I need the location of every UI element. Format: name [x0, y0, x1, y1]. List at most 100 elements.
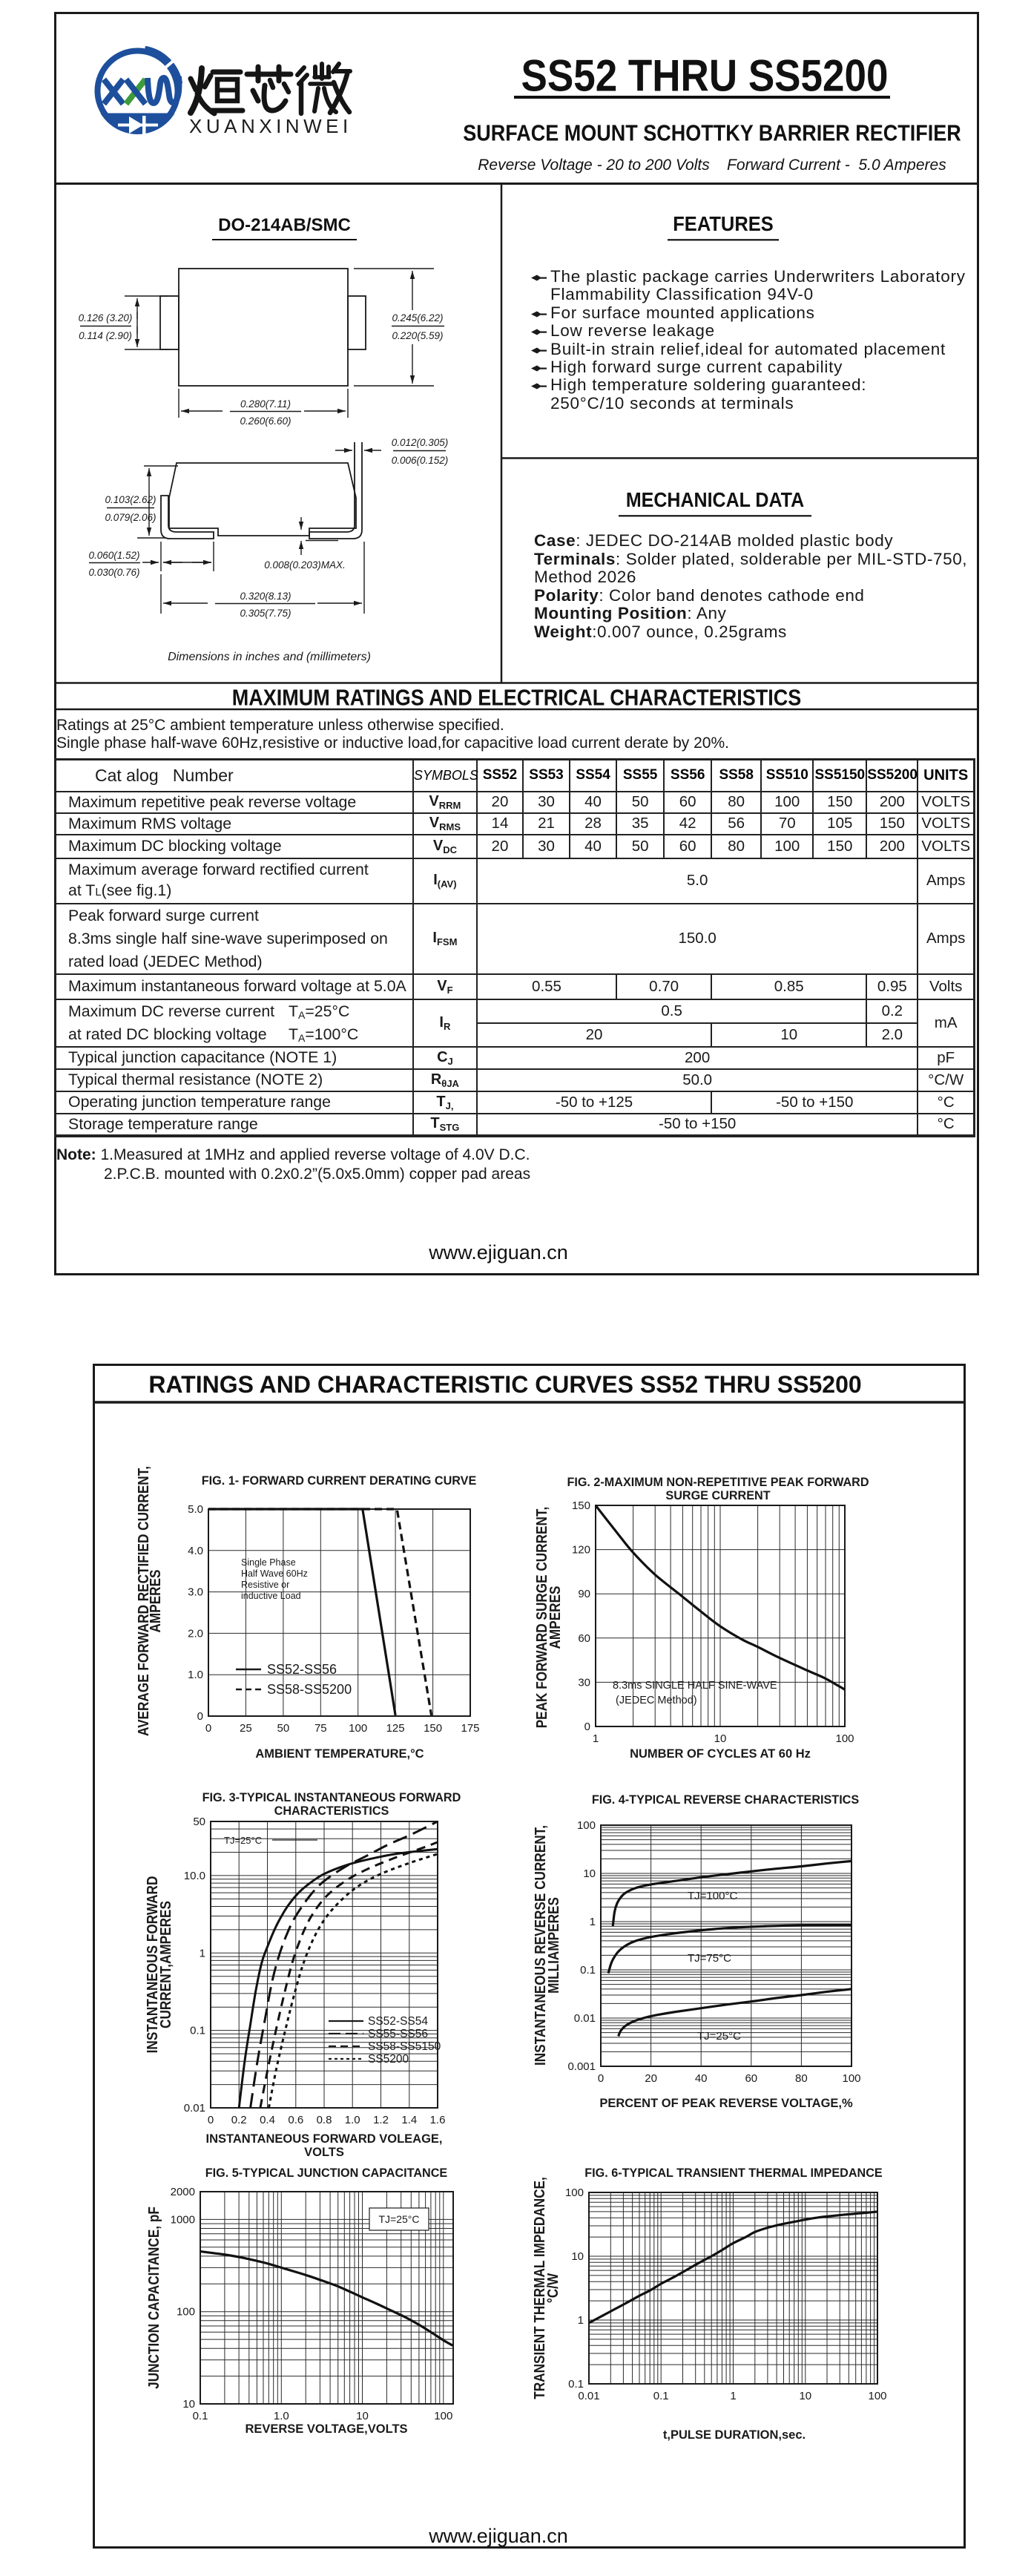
svg-text:FIG. 4-TYPICAL REVERSE CHARACT: FIG. 4-TYPICAL REVERSE CHARACTERISTICS: [592, 1793, 860, 1807]
svg-text:0: 0: [598, 2072, 604, 2085]
svg-text:0.126 (3.20): 0.126 (3.20): [79, 312, 133, 323]
svg-text:125: 125: [386, 1722, 405, 1735]
svg-text:1: 1: [200, 1947, 205, 1959]
svg-text:80: 80: [795, 2072, 808, 2085]
svg-text:0.012(0.305): 0.012(0.305): [392, 437, 449, 448]
svg-text:1.0: 1.0: [274, 2410, 289, 2422]
svg-text:0.305(7.75): 0.305(7.75): [240, 608, 291, 619]
svg-text:1: 1: [730, 2390, 736, 2402]
svg-text:TJ=100°C: TJ=100°C: [688, 1890, 737, 1902]
svg-text:0.245(6.22): 0.245(6.22): [392, 312, 443, 323]
svg-text:100: 100: [835, 1732, 854, 1745]
svg-text:FIG. 3-TYPICAL INSTANTANEOUS F: FIG. 3-TYPICAL INSTANTANEOUS FORWARD: [202, 1791, 461, 1804]
svg-text:FIG. 5-TYPICAL JUNCTION CAPACI: FIG. 5-TYPICAL JUNCTION CAPACITANCE: [205, 2166, 448, 2180]
svg-text:20: 20: [645, 2072, 657, 2085]
svg-text:Resistive or: Resistive or: [241, 1580, 289, 1590]
svg-text:0.6: 0.6: [288, 2114, 303, 2126]
svg-text:10: 10: [799, 2390, 811, 2402]
svg-text:CHARACTERISTICS: CHARACTERISTICS: [274, 1804, 389, 1818]
svg-text:100: 100: [434, 2410, 452, 2422]
svg-text:0.006(0.152): 0.006(0.152): [392, 455, 449, 466]
svg-text:FIG. 2-MAXIMUM NON-REPETITIVE: FIG. 2-MAXIMUM NON-REPETITIVE PEAK FORWA…: [567, 1476, 869, 1489]
svg-text:JUNCTION CAPACITANCE, pF: JUNCTION CAPACITANCE, pF: [146, 2207, 163, 2389]
svg-text:(JEDEC Method): (JEDEC Method): [616, 1695, 697, 1706]
svg-text:Single Phase: Single Phase: [241, 1557, 296, 1568]
svg-text:2000: 2000: [171, 2186, 195, 2198]
svg-text:10: 10: [182, 2398, 195, 2411]
svg-text:0.030(0.76): 0.030(0.76): [88, 567, 139, 578]
svg-text:100: 100: [349, 1722, 367, 1735]
svg-text:60: 60: [745, 2072, 757, 2085]
svg-text:SS5200: SS5200: [368, 2053, 409, 2066]
svg-text:FIG. 6-TYPICAL TRANSIENT THERM: FIG. 6-TYPICAL TRANSIENT THERMAL IMPEDAN…: [584, 2166, 883, 2180]
svg-text:150: 150: [572, 1499, 590, 1512]
svg-text:0.008(0.203)MAX.: 0.008(0.203)MAX.: [264, 559, 346, 571]
svg-text:SS55-SS56: SS55-SS56: [368, 2028, 428, 2040]
svg-text:AMBIENT TEMPERATURE,°C: AMBIENT TEMPERATURE,°C: [255, 1747, 424, 1761]
svg-text:CURRENT,AMPERES: CURRENT,AMPERES: [158, 1901, 175, 2028]
svg-text:INSTANTANEOUS FORWARD VOLEAGE,: INSTANTANEOUS FORWARD VOLEAGE,: [205, 2132, 442, 2146]
svg-text:1.6: 1.6: [430, 2114, 446, 2126]
svg-text:REVERSE VOLTAGE,VOLTS: REVERSE VOLTAGE,VOLTS: [245, 2422, 407, 2436]
svg-text:1: 1: [593, 1732, 599, 1745]
svg-text:SURGE CURRENT: SURGE CURRENT: [665, 1489, 770, 1502]
svg-text:MILLIAMPERES: MILLIAMPERES: [546, 1897, 563, 1994]
svg-text:AVERAGE FORWARD RECTIFIED CURR: AVERAGE FORWARD RECTIFIED CURRENT,: [136, 1466, 153, 1736]
svg-text:4.0: 4.0: [188, 1545, 203, 1557]
svg-text:10.0: 10.0: [184, 1870, 205, 1882]
svg-text:NUMBER OF CYCLES AT 60 Hz: NUMBER OF CYCLES AT 60 Hz: [630, 1747, 811, 1761]
svg-text:100: 100: [842, 2072, 860, 2085]
svg-text:TJ=25°C: TJ=25°C: [378, 2213, 419, 2225]
svg-text:SS52-SS54: SS52-SS54: [368, 2015, 428, 2028]
svg-text:90: 90: [578, 1588, 590, 1600]
svg-text:120: 120: [572, 1544, 590, 1557]
svg-text:0.079(2.06): 0.079(2.06): [105, 512, 156, 523]
svg-text:0.1: 0.1: [580, 1964, 596, 1977]
svg-text:0.114 (2.90): 0.114 (2.90): [79, 330, 132, 341]
svg-text:150: 150: [424, 1722, 442, 1735]
svg-text:1.2: 1.2: [373, 2114, 389, 2126]
svg-text:2.0: 2.0: [188, 1627, 203, 1640]
svg-text:75: 75: [314, 1722, 327, 1735]
svg-text:1: 1: [578, 2314, 584, 2327]
svg-text:25: 25: [240, 1722, 252, 1735]
svg-text:100: 100: [577, 1819, 596, 1832]
svg-text:0.001: 0.001: [567, 2060, 596, 2073]
svg-text:10: 10: [356, 2410, 369, 2422]
svg-text:0: 0: [584, 1721, 590, 1733]
svg-text:60: 60: [578, 1632, 590, 1645]
svg-text:0.220(5.59): 0.220(5.59): [392, 330, 443, 341]
svg-text:0.1: 0.1: [190, 2025, 205, 2037]
svg-text:0.1: 0.1: [568, 2378, 584, 2391]
svg-text:0.280(7.11): 0.280(7.11): [240, 398, 291, 410]
svg-text:INSTANTANEOUS FORWARD: INSTANTANEOUS FORWARD: [145, 1876, 162, 2054]
svg-text:Half Wave 60Hz: Half Wave 60Hz: [241, 1568, 308, 1579]
svg-text:3.0: 3.0: [188, 1586, 203, 1599]
svg-text:0.320(8.13): 0.320(8.13): [240, 591, 291, 602]
svg-text:10: 10: [571, 2250, 584, 2263]
svg-text:175: 175: [461, 1722, 479, 1735]
svg-text:1.0: 1.0: [345, 2114, 360, 2126]
svg-text:0.1: 0.1: [193, 2410, 208, 2422]
svg-text:0: 0: [205, 1722, 211, 1735]
svg-text:0.2: 0.2: [231, 2114, 247, 2126]
svg-text:5.0: 5.0: [188, 1503, 203, 1516]
svg-text:0.1: 0.1: [653, 2390, 669, 2402]
svg-text:SS58-SS5200: SS58-SS5200: [267, 1682, 352, 1697]
svg-text:FIG. 1- FORWARD CURRENT DERATI: FIG. 1- FORWARD CURRENT DERATING CURVE: [202, 1474, 477, 1488]
svg-text:0.4: 0.4: [260, 2114, 275, 2126]
svg-text:1: 1: [590, 1916, 596, 1928]
svg-text:PEAK FORWARD SURGE CURRENT,: PEAK FORWARD SURGE CURRENT,: [534, 1507, 551, 1729]
svg-text:0: 0: [208, 2114, 214, 2126]
svg-text:1.0: 1.0: [188, 1669, 203, 1681]
svg-text:TRANSIENT THERMAL IMPEDANCE,: TRANSIENT THERMAL IMPEDANCE,: [532, 2177, 549, 2399]
svg-text:10: 10: [583, 1867, 596, 1880]
svg-text:AMPERES: AMPERES: [148, 1569, 165, 1632]
svg-text:AMPERES: AMPERES: [547, 1586, 564, 1649]
svg-text:8.3ms SINGLE HALF SINE-WAVE: 8.3ms SINGLE HALF SINE-WAVE: [613, 1680, 777, 1692]
svg-text:10: 10: [714, 1732, 727, 1745]
svg-text:INSTANTANEOUS REVERSE CURRENT,: INSTANTANEOUS REVERSE CURRENT,: [533, 1825, 550, 2066]
svg-text:TJ=25°C: TJ=25°C: [224, 1835, 262, 1846]
svg-text:0.01: 0.01: [184, 2102, 205, 2115]
svg-text:SS52-SS56: SS52-SS56: [267, 1662, 337, 1677]
